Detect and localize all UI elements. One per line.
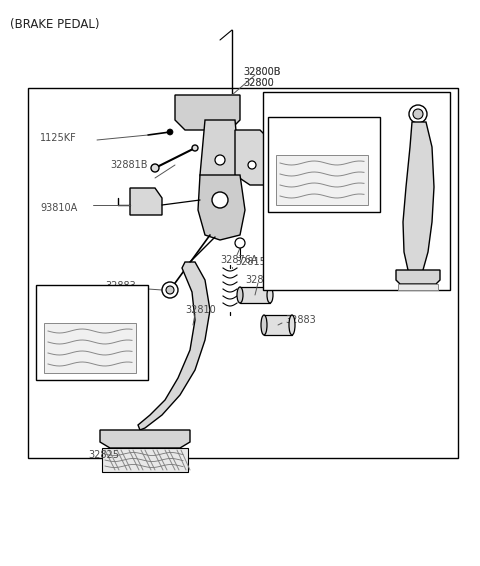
Text: 1310JA: 1310JA bbox=[310, 195, 344, 205]
Text: 32883: 32883 bbox=[285, 315, 316, 325]
Bar bbox=[264, 315, 292, 335]
Polygon shape bbox=[276, 155, 368, 205]
Text: (AL PAD): (AL PAD) bbox=[272, 127, 311, 136]
Circle shape bbox=[313, 188, 323, 198]
Circle shape bbox=[192, 145, 198, 151]
Text: 32815S: 32815S bbox=[235, 257, 272, 267]
Polygon shape bbox=[198, 175, 245, 240]
Circle shape bbox=[162, 282, 178, 298]
Text: 32825A: 32825A bbox=[298, 130, 336, 140]
Polygon shape bbox=[130, 188, 162, 215]
Bar bbox=[36, 285, 148, 380]
Circle shape bbox=[166, 286, 174, 294]
Text: 1125KF: 1125KF bbox=[40, 133, 77, 143]
Text: 32876A: 32876A bbox=[220, 255, 257, 265]
Text: 93810A: 93810A bbox=[40, 203, 77, 213]
Polygon shape bbox=[102, 448, 188, 472]
Ellipse shape bbox=[289, 315, 295, 335]
Text: 32800: 32800 bbox=[243, 78, 274, 88]
Text: 32837H: 32837H bbox=[245, 275, 283, 285]
Text: (AL PAD): (AL PAD) bbox=[40, 295, 79, 304]
Circle shape bbox=[409, 105, 427, 123]
Polygon shape bbox=[200, 120, 240, 205]
Text: 32810: 32810 bbox=[185, 305, 216, 315]
Text: 32830G: 32830G bbox=[317, 158, 355, 168]
Bar bbox=[240, 287, 270, 303]
Bar bbox=[28, 88, 458, 458]
Circle shape bbox=[212, 192, 228, 208]
Circle shape bbox=[413, 109, 423, 119]
Polygon shape bbox=[175, 95, 240, 130]
Text: 32810: 32810 bbox=[385, 217, 416, 227]
Polygon shape bbox=[100, 430, 190, 448]
Text: 32800B: 32800B bbox=[243, 67, 280, 77]
Polygon shape bbox=[44, 323, 136, 373]
Polygon shape bbox=[403, 122, 434, 277]
Polygon shape bbox=[265, 152, 315, 196]
Circle shape bbox=[316, 191, 320, 195]
Text: 32825: 32825 bbox=[40, 307, 69, 316]
Text: 32800B: 32800B bbox=[243, 67, 280, 77]
Bar bbox=[263, 92, 450, 290]
Circle shape bbox=[167, 129, 173, 135]
Text: 32825: 32825 bbox=[88, 450, 119, 460]
Ellipse shape bbox=[261, 315, 267, 335]
Circle shape bbox=[309, 184, 327, 202]
Text: 32800: 32800 bbox=[243, 78, 274, 88]
Polygon shape bbox=[235, 130, 280, 185]
Text: 32881B: 32881B bbox=[110, 160, 147, 170]
Text: 32883: 32883 bbox=[105, 281, 136, 291]
Text: 1360GH: 1360GH bbox=[303, 183, 342, 193]
Circle shape bbox=[235, 238, 245, 248]
Circle shape bbox=[151, 164, 159, 172]
Text: 32825: 32825 bbox=[272, 139, 300, 148]
Polygon shape bbox=[398, 284, 438, 290]
Text: (A/T): (A/T) bbox=[268, 104, 291, 114]
Polygon shape bbox=[138, 262, 210, 430]
Circle shape bbox=[248, 161, 256, 169]
Polygon shape bbox=[396, 270, 440, 284]
Circle shape bbox=[215, 155, 225, 165]
Text: (BRAKE PEDAL): (BRAKE PEDAL) bbox=[10, 18, 99, 31]
Ellipse shape bbox=[267, 287, 273, 303]
Bar bbox=[268, 117, 380, 212]
Ellipse shape bbox=[237, 287, 243, 303]
